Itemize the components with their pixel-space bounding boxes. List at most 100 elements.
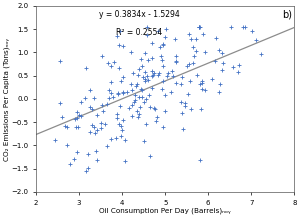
Point [144, 97, 149, 101]
Point [87, 105, 92, 108]
Point [186, 62, 191, 65]
Point [192, 54, 197, 58]
Point [108, 138, 113, 141]
Point [185, 64, 190, 68]
Point [113, 136, 118, 140]
Point [110, 95, 115, 99]
Point [87, 88, 92, 92]
Point [106, 62, 111, 65]
Point [241, 25, 246, 29]
Point [137, 112, 142, 115]
Point [65, 125, 70, 129]
Point [137, 67, 142, 71]
Text: R² = 0.2554: R² = 0.2554 [116, 28, 163, 37]
Point [180, 128, 185, 131]
Point [82, 96, 87, 100]
Point [190, 62, 195, 65]
Point [117, 123, 122, 126]
Point [60, 116, 65, 119]
Point [116, 91, 121, 95]
Point [130, 103, 135, 107]
Point [169, 90, 174, 93]
Point [142, 79, 147, 82]
Point [150, 56, 155, 59]
Point [236, 70, 240, 73]
Point [134, 82, 139, 85]
Point [191, 45, 196, 48]
Point [127, 106, 132, 110]
Point [76, 113, 81, 117]
Point [156, 71, 161, 74]
Point [71, 158, 76, 161]
Point [94, 129, 99, 132]
Point [195, 73, 200, 77]
Point [141, 100, 146, 104]
Point [131, 100, 136, 104]
Point [185, 92, 190, 95]
Point [105, 102, 110, 106]
Point [179, 76, 184, 79]
Point [158, 54, 163, 58]
Point [259, 53, 264, 56]
Point [188, 107, 193, 110]
Point [136, 95, 141, 99]
Point [170, 74, 175, 78]
Point [197, 25, 202, 29]
Point [163, 28, 168, 31]
Point [169, 69, 174, 73]
Point [107, 96, 112, 99]
Point [74, 110, 79, 114]
Point [148, 155, 152, 158]
Point [158, 46, 163, 49]
Point [119, 135, 124, 138]
Point [243, 25, 248, 29]
Point [200, 79, 205, 82]
Point [111, 61, 116, 64]
Point [146, 79, 150, 82]
Text: y = 0.3834x - 1.5294: y = 0.3834x - 1.5294 [99, 10, 180, 19]
Point [182, 104, 187, 108]
Point [203, 88, 208, 92]
Point [142, 77, 147, 81]
Point [161, 64, 166, 67]
Point [74, 125, 78, 128]
Point [254, 39, 258, 42]
Point [199, 87, 204, 91]
Point [123, 159, 128, 162]
Point [104, 144, 109, 148]
Point [210, 77, 214, 81]
Point [136, 73, 140, 76]
Point [78, 100, 83, 103]
Point [159, 88, 164, 91]
Point [156, 29, 161, 33]
Point [198, 82, 203, 85]
Point [129, 50, 134, 54]
Point [121, 44, 125, 47]
Text: b): b) [282, 10, 292, 20]
Point [187, 33, 192, 36]
Point [118, 29, 122, 33]
Point [85, 166, 90, 169]
Point [160, 42, 165, 45]
Y-axis label: CO₂ Emissions Per Capita (Tons)ₙₒᵧ: CO₂ Emissions Per Capita (Tons)ₙₒᵧ [4, 37, 10, 161]
Point [95, 158, 100, 161]
Point [75, 151, 80, 154]
Point [134, 85, 139, 88]
Point [117, 104, 122, 108]
Point [120, 118, 125, 122]
Point [189, 38, 194, 41]
Point [155, 115, 160, 119]
Point [128, 83, 133, 86]
Point [130, 88, 134, 91]
Point [119, 124, 124, 127]
Point [98, 126, 103, 130]
Point [138, 105, 142, 108]
Point [174, 59, 179, 62]
Point [63, 124, 68, 127]
Point [73, 118, 78, 121]
Point [121, 75, 126, 78]
Point [163, 93, 168, 96]
Point [99, 54, 104, 58]
Point [100, 103, 104, 107]
Point [117, 66, 122, 70]
